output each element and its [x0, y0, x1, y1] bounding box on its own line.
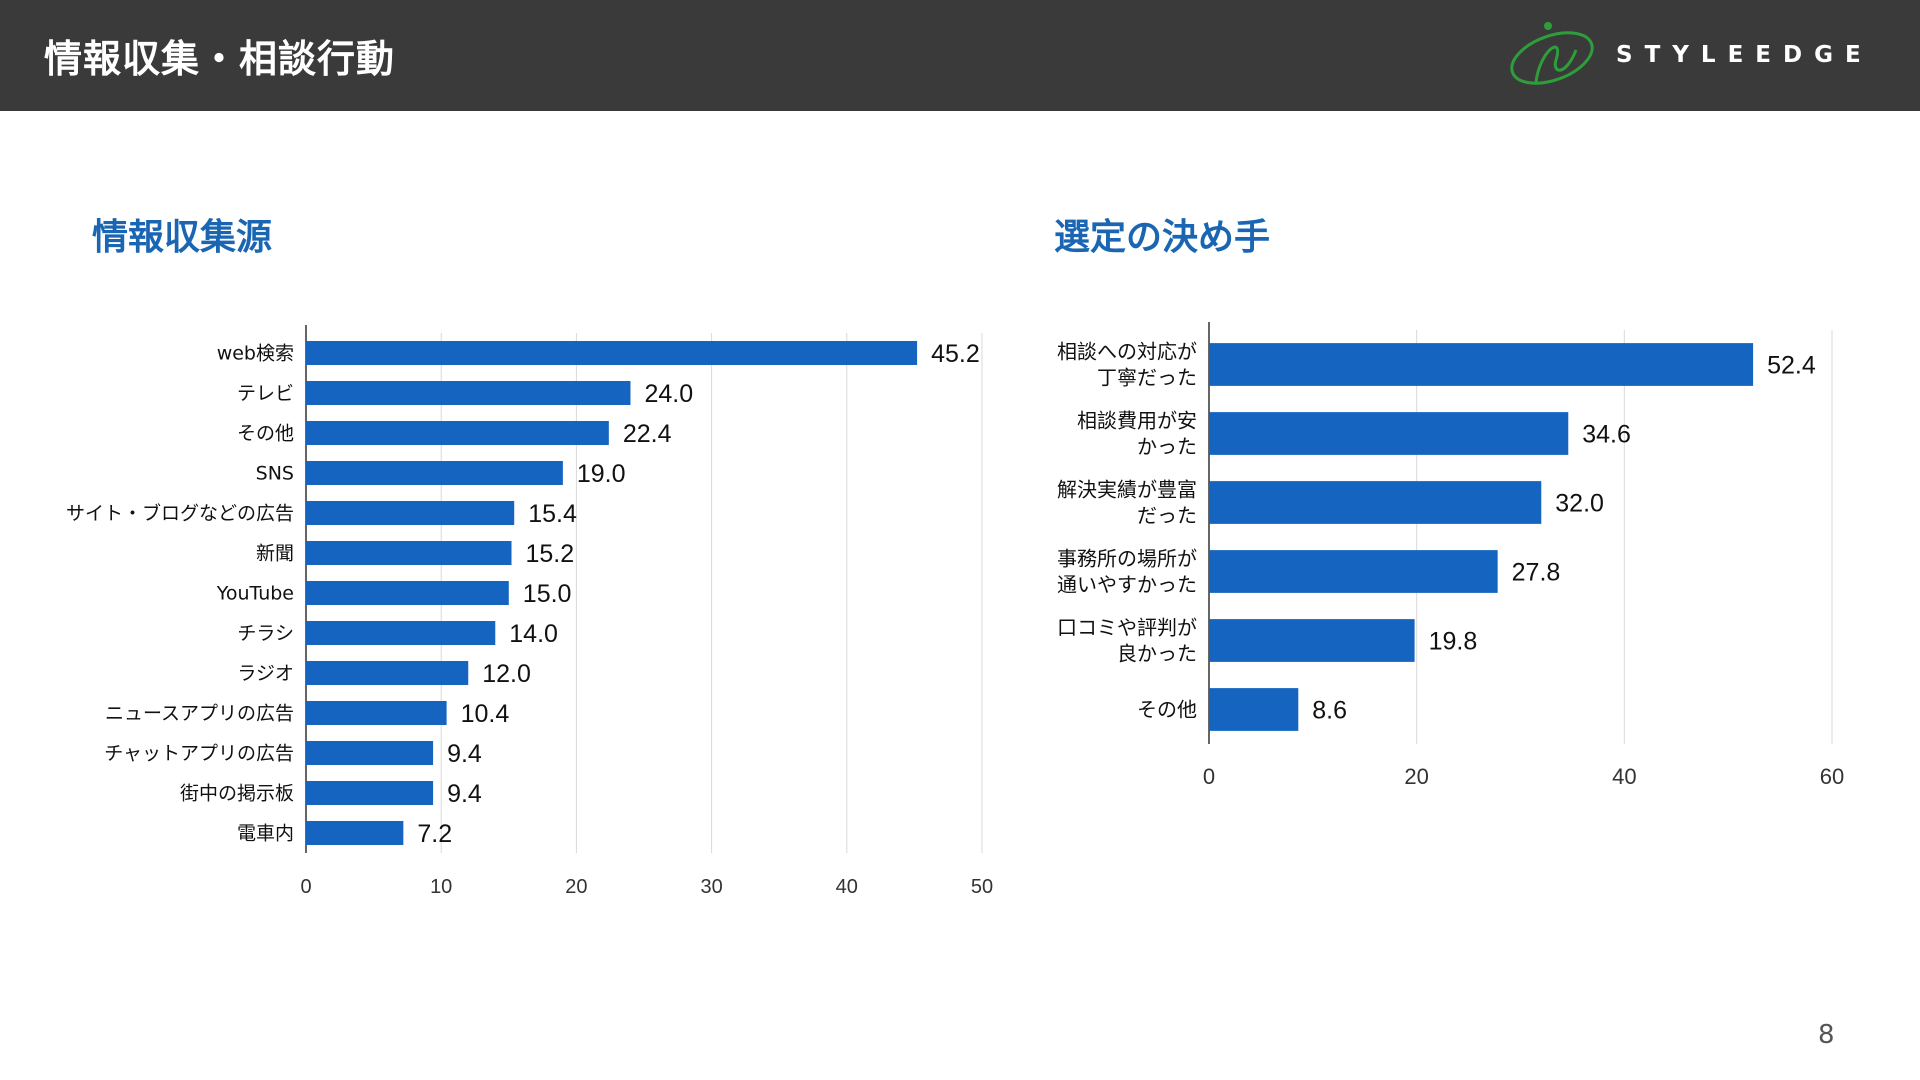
bar: [306, 341, 918, 365]
data-label: 14.0: [509, 620, 558, 648]
bar: [1209, 688, 1299, 731]
category-label: だった: [1137, 504, 1197, 528]
chart-title-info-sources: 情報収集源: [92, 217, 273, 258]
category-label: その他: [237, 423, 294, 445]
bar: [306, 501, 515, 525]
category-label: 事務所の場所が: [1057, 547, 1197, 571]
data-label: 22.4: [623, 420, 672, 448]
category-label: 解決実績が豊富: [1057, 478, 1197, 502]
header-bar: 情報収集・相談行動 STYLEEDGE: [0, 0, 1920, 111]
category-label: かった: [1137, 435, 1197, 459]
category-label: ニュースアプリの広告: [105, 703, 294, 725]
bar: [1209, 412, 1569, 455]
page-title: 情報収集・相談行動: [44, 37, 396, 81]
category-label: 相談への対応が: [1057, 340, 1197, 364]
bar: [1209, 550, 1498, 593]
category-label: サイト・ブログなどの広告: [66, 502, 294, 525]
category-label: 新聞: [256, 543, 294, 565]
tick-label: 10: [430, 876, 452, 898]
tick-label: 0: [1203, 764, 1215, 789]
data-label: 9.4: [447, 780, 482, 808]
tick-label: 40: [1612, 764, 1636, 789]
bar: [306, 661, 469, 685]
data-label: 7.2: [417, 820, 452, 848]
category-label: 良かった: [1117, 642, 1197, 666]
data-label: 10.4: [461, 700, 510, 728]
info-sources-chart: 0 10 20 30 40 50 45.2 web検索 24.0 テレビ 22.4 その他 19.0 SN…: [66, 325, 993, 898]
category-label: その他: [1137, 698, 1197, 722]
category-label: 口コミや評判が: [1057, 616, 1197, 640]
bar: [306, 541, 512, 565]
category-label: web検索: [217, 343, 294, 365]
data-label: 19.0: [577, 460, 626, 488]
tick-label: 40: [836, 876, 858, 898]
data-label: 24.0: [644, 380, 693, 408]
chart-title-decision-factors: 選定の決め手: [1054, 217, 1271, 258]
tick-label: 0: [300, 876, 311, 898]
category-label: 電車内: [237, 823, 294, 845]
data-label: 52.4: [1767, 351, 1816, 379]
bar: [306, 621, 496, 645]
tick-label: 20: [565, 876, 587, 898]
data-label: 27.8: [1512, 558, 1561, 586]
logo-text: STYLEEDGE: [1616, 42, 1873, 68]
data-label: 19.8: [1429, 627, 1478, 655]
data-label: 32.0: [1555, 489, 1604, 517]
page-number: 8: [1818, 1020, 1835, 1050]
bar: [1209, 481, 1542, 524]
category-label: 相談費用が安: [1077, 409, 1197, 433]
category-label: 街中の掲示板: [180, 783, 294, 805]
bar: [306, 581, 509, 605]
data-label: 12.0: [482, 660, 531, 688]
bar: [306, 781, 434, 805]
data-label: 15.4: [528, 500, 577, 528]
category-label: テレビ: [237, 383, 294, 405]
data-label: 45.2: [931, 340, 980, 368]
styleedge-logo-icon: [1510, 22, 1594, 85]
bar: [306, 821, 404, 845]
category-label: SNS: [256, 463, 294, 485]
category-label: 通いやすかった: [1057, 573, 1197, 597]
bar: [1209, 343, 1754, 386]
bar: [306, 381, 631, 405]
bar: [306, 701, 447, 725]
data-label: 9.4: [447, 740, 482, 768]
category-label: ラジオ: [237, 663, 294, 685]
bar: [306, 741, 434, 765]
bar: [1209, 619, 1415, 662]
data-label: 8.6: [1312, 696, 1347, 724]
data-label: 34.6: [1582, 420, 1631, 448]
bar: [306, 421, 609, 445]
category-label: チャットアプリの広告: [104, 743, 294, 765]
category-label: 丁寧だった: [1097, 366, 1197, 390]
category-label: チラシ: [237, 623, 294, 645]
category-label: YouTube: [216, 583, 294, 605]
data-label: 15.2: [526, 540, 575, 568]
tick-label: 50: [971, 876, 993, 898]
tick-label: 20: [1404, 764, 1428, 789]
tick-label: 60: [1820, 764, 1844, 789]
tick-label: 30: [700, 876, 722, 898]
bar: [306, 461, 563, 485]
data-label: 15.0: [523, 580, 572, 608]
